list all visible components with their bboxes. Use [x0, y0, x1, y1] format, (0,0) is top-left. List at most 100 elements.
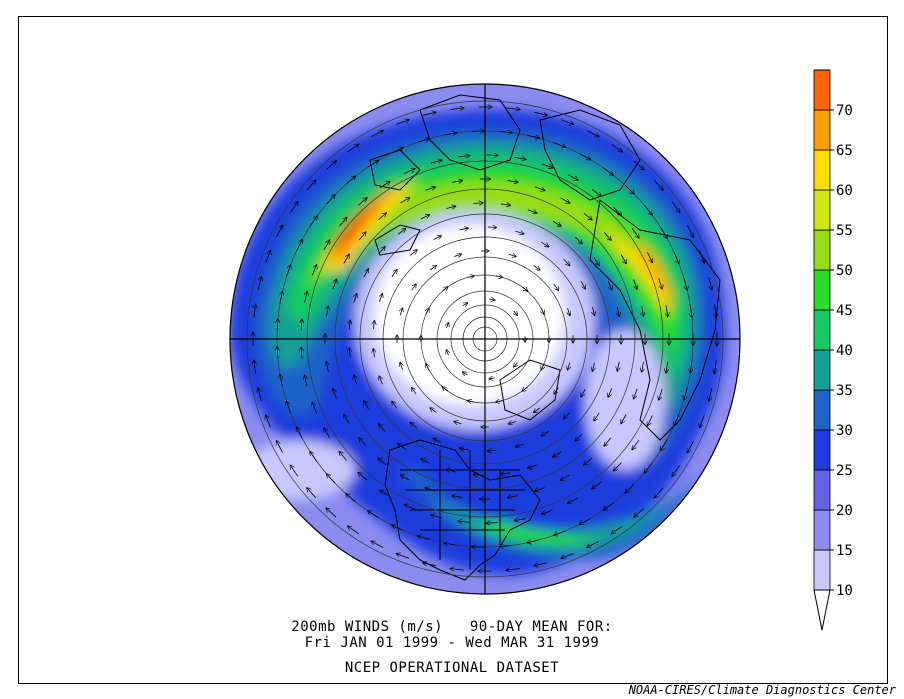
wind-vector [400, 198, 410, 204]
wind-vector [450, 569, 464, 571]
wind-vector [468, 401, 475, 402]
wind-vector [568, 362, 570, 370]
wind-vector [674, 414, 680, 426]
wind-vector [379, 294, 382, 302]
wind-vector [620, 254, 626, 264]
wind-vector [425, 488, 436, 492]
wind-vector [644, 462, 653, 473]
wind-vector [400, 308, 402, 316]
wind-vector [632, 439, 640, 449]
wind-vector [542, 509, 553, 514]
wind-vector [254, 304, 256, 318]
wind-vector [467, 276, 474, 277]
wind-vector [411, 284, 416, 291]
colorbar-bottom-arrow [813, 589, 831, 631]
wind-vector [690, 305, 692, 317]
wind-vector [421, 459, 430, 464]
colorbar-tick-label: 65 [836, 143, 853, 159]
wind-vector [404, 169, 415, 174]
wind-vector [425, 187, 435, 191]
wind-vector [379, 424, 386, 432]
colorbar-bin [813, 469, 831, 511]
wind-vector [671, 201, 680, 213]
colorbar-tick-label: 40 [836, 343, 853, 359]
wind-vector [258, 388, 262, 402]
wind-vector [327, 474, 336, 484]
wind-vector [611, 525, 623, 534]
wind-vector [422, 112, 436, 116]
wind-vector [659, 388, 663, 400]
wind-vector [339, 452, 348, 461]
wind-vector [266, 415, 271, 428]
wind-vector [459, 228, 468, 230]
wind-vector [690, 360, 692, 373]
wind-vector [509, 422, 516, 424]
wind-vector [594, 412, 600, 421]
colorbar-tick-label: 35 [836, 383, 853, 399]
wind-vector [587, 540, 599, 547]
wind-vector [660, 227, 667, 239]
wind-vector [673, 251, 679, 263]
wind-vector [347, 144, 359, 153]
wind-vector [534, 407, 541, 412]
colorbar-bin [813, 349, 831, 391]
wind-vector [508, 496, 518, 498]
wind-vector [405, 505, 416, 510]
wind-vector [349, 348, 350, 358]
wind-vector [434, 439, 442, 443]
wind-vector [280, 374, 283, 387]
wind-vector [327, 306, 329, 317]
wind-vector [554, 530, 566, 535]
wind-vector [553, 283, 558, 290]
colorbar-tick-label: 55 [836, 223, 853, 239]
wind-vector [392, 401, 398, 409]
wind-vector [658, 277, 662, 289]
wind-vector [617, 306, 619, 316]
wind-vector [265, 251, 271, 264]
wind-vector [312, 403, 317, 414]
wind-vector [450, 108, 463, 110]
wind-vector [305, 375, 308, 387]
wind-vector [507, 181, 518, 183]
colorbar-tick-label: 10 [836, 583, 853, 599]
wind-vector [430, 408, 437, 413]
wind-vector [686, 225, 693, 237]
wind-vector [359, 438, 367, 447]
wind-vector [418, 536, 430, 540]
wind-vector [708, 276, 712, 290]
wind-vector [367, 160, 378, 168]
wind-vector [621, 414, 627, 424]
wind-vector [452, 496, 463, 498]
wind-vector [473, 203, 482, 204]
wind-vector [442, 287, 448, 292]
wind-vector [397, 554, 410, 559]
wind-vector [683, 277, 687, 290]
wind-vector [715, 304, 717, 317]
wind-vector [644, 205, 652, 215]
wind-vector [307, 488, 316, 499]
wind-vector [358, 198, 367, 206]
colorbar-bin [813, 549, 831, 591]
wind-vector [541, 241, 548, 247]
wind-vector [429, 266, 436, 271]
wind-vector [325, 161, 336, 170]
wind-vector [613, 207, 622, 215]
wind-vector [500, 204, 510, 205]
wind-vector [624, 184, 634, 194]
wind-vector [373, 349, 374, 358]
wind-vector [326, 508, 337, 518]
wind-vector [634, 508, 645, 517]
wind-vector [426, 364, 429, 370]
wind-vector [506, 108, 519, 110]
wind-vector [592, 306, 594, 315]
colorbar-bin [813, 189, 831, 231]
wind-vector [608, 388, 613, 397]
wind-vector [647, 252, 652, 262]
colorbar-tick-label: 70 [836, 103, 853, 119]
caption-line-3: NCEP OPERATIONAL DATASET [344, 660, 560, 676]
wind-vector [654, 487, 664, 498]
caption-line-2: Fri JAN 01 1999 - Wed MAR 31 1999 [304, 635, 600, 651]
wind-vector [647, 415, 653, 426]
wind-vector [400, 363, 402, 370]
